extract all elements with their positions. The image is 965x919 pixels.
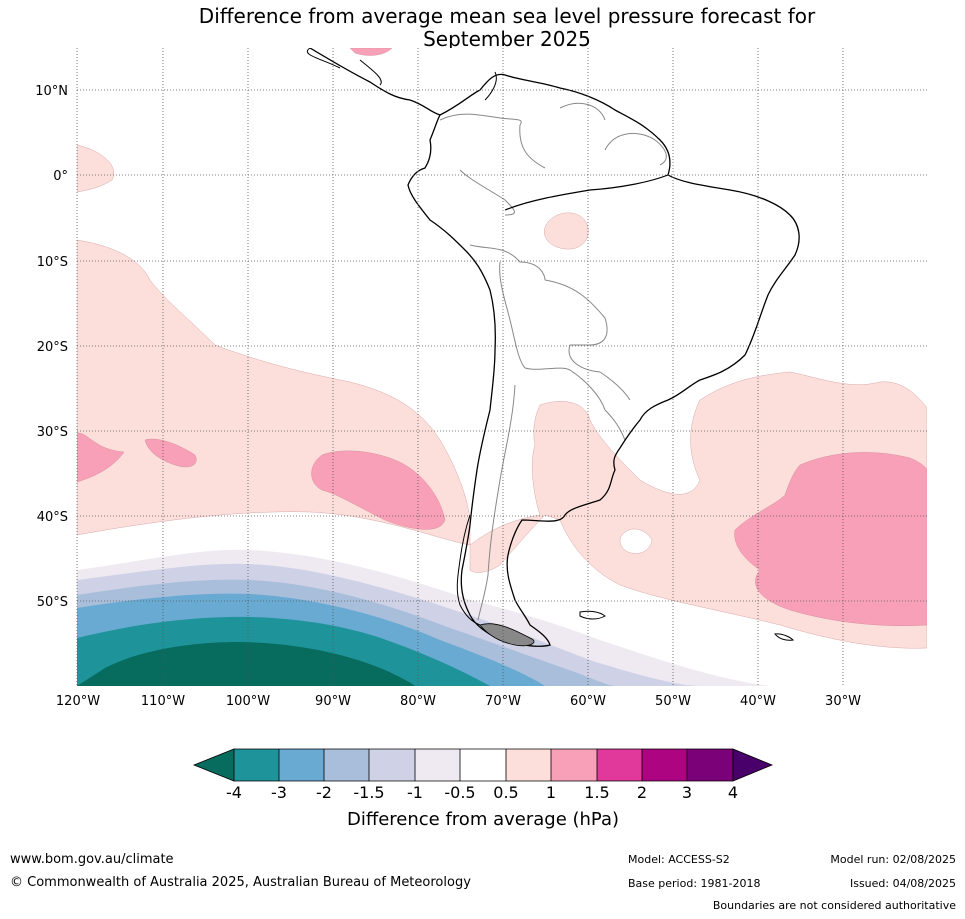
colorbar-swatch-1 [234, 749, 279, 781]
contour-pos-1-west [77, 432, 125, 483]
colorbar-tick-6: 0.5 [493, 783, 518, 802]
lon-label-100w: 100°W [226, 694, 270, 709]
colorbar-swatch-6 [460, 749, 506, 781]
contour-pos-1-north [349, 48, 393, 56]
map-plot-area [77, 48, 927, 686]
lon-label-60w: 60°W [570, 694, 606, 709]
graticule [76, 48, 927, 686]
lat-label-50s: 50°S [37, 595, 68, 610]
lon-label-110w: 110°W [141, 694, 185, 709]
contour-pos-1-blob [144, 438, 197, 468]
footer-base-period: Base period: 1981-2018 [628, 877, 761, 890]
colorbar-swatch-10 [642, 749, 687, 781]
south-america-coastline [309, 48, 800, 647]
colorbar-tick-9: 2 [637, 783, 647, 802]
colorbar-swatch-5 [415, 749, 460, 781]
colorbar-tick-0: -4 [226, 783, 242, 802]
contour-neutral-pocket [619, 528, 653, 554]
amazon-river [504, 174, 669, 211]
colorbar-tick-3: -1.5 [353, 783, 384, 802]
lon-label-90w: 90°W [315, 694, 351, 709]
contour-neg-4 [77, 642, 415, 686]
colorbar-swatch-3 [324, 749, 369, 781]
footer-copyright: © Commonwealth of Australia 2025, Austra… [10, 875, 471, 890]
map-title-period: September 2025 [423, 27, 591, 51]
contour-pos-1-pacific [311, 450, 446, 530]
colorbar-tick-10: 3 [682, 783, 692, 802]
lon-label-50w: 50°W [655, 694, 691, 709]
lon-label-80w: 80°W [400, 694, 436, 709]
footer-url: www.bom.gov.au/climate [10, 852, 174, 867]
colorbar-tick-7: 1 [546, 783, 556, 802]
colorbar-swatch-7 [506, 749, 551, 781]
colorbar-low-extend [192, 748, 235, 782]
footer-issued: Issued: 04/08/2025 [849, 877, 956, 890]
longitude-labels: 120°W 110°W 100°W 90°W 80°W 70°W 60°W 50… [56, 694, 861, 709]
contour-pos-0.5-eqpacific [77, 144, 114, 193]
colorbar-swatch-8 [551, 749, 597, 781]
colorbar-swatch-11 [687, 749, 733, 781]
lat-label-30s: 30°S [37, 425, 68, 440]
footer-model: Model: ACCESS-S2 [628, 853, 730, 866]
caribbean-coast [307, 48, 497, 101]
colorbar-swatch-4 [369, 749, 415, 781]
colorbar-label: Difference from average (hPa) [347, 809, 619, 830]
lon-label-40w: 40°W [740, 694, 776, 709]
colorbar-high-extend [732, 748, 774, 782]
chile-archipelago [456, 514, 481, 626]
contour-pos-1-atlantic [734, 452, 927, 627]
colorbar-tick-5: -0.5 [444, 783, 475, 802]
colorbar: -4 -3 -2 -1.5 -1 -0.5 0.5 1 1.5 2 3 4 Di… [192, 748, 774, 830]
colorbar-tick-1: -3 [271, 783, 287, 802]
colorbar-tick-8: 1.5 [584, 783, 609, 802]
latitude-labels: 10°N 0° 10°S 20°S 30°S 40°S 50°S [35, 84, 68, 610]
lon-label-30w: 30°W [825, 694, 861, 709]
colorbar-tick-2: -2 [316, 783, 332, 802]
map-title: Difference from average mean sea level p… [198, 4, 816, 28]
footer-model-run: Model run: 02/08/2025 [830, 853, 956, 866]
lat-label-40s: 40°S [37, 510, 68, 525]
lat-label-0: 0° [53, 169, 68, 184]
footer-disclaimer: Boundaries are not considered authoritat… [712, 899, 956, 912]
colorbar-tick-11: 4 [728, 783, 738, 802]
lon-label-70w: 70°W [485, 694, 521, 709]
colorbar-swatch-2 [279, 749, 324, 781]
lat-label-20s: 20°S [37, 340, 68, 355]
south-georgia [774, 633, 795, 641]
falkland-islands [579, 610, 606, 620]
lat-label-10n: 10°N [35, 84, 68, 99]
tierra-del-fuego [479, 623, 535, 647]
colorbar-swatch-9 [597, 749, 642, 781]
lat-label-10s: 10°S [37, 255, 68, 270]
lon-label-120w: 120°W [56, 694, 100, 709]
contour-pos-0.5-amazon [544, 212, 589, 250]
colorbar-tick-4: -1 [407, 783, 423, 802]
